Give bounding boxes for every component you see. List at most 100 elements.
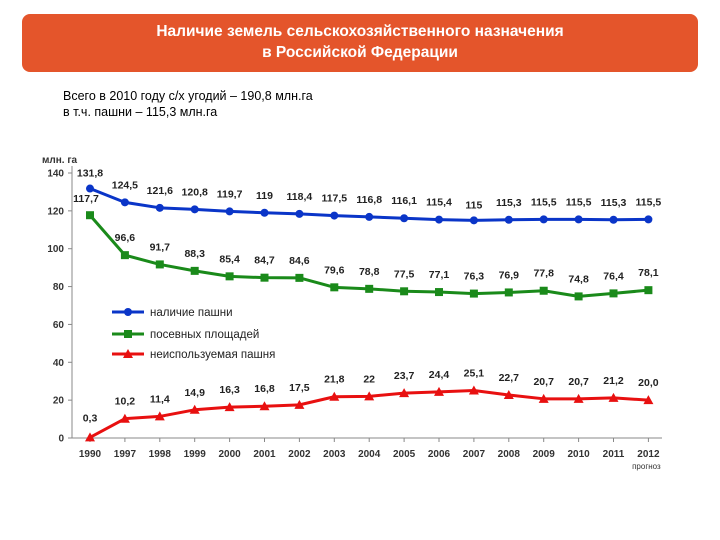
data-label: 25,1: [464, 367, 485, 379]
data-point: [225, 272, 234, 281]
data-label: 77,8: [533, 268, 554, 280]
data-label: 16,8: [254, 383, 275, 395]
data-label: 116,8: [356, 194, 382, 206]
data-label: 20,0: [638, 377, 659, 389]
title-line-1: Наличие земель сельскохозяйственного наз…: [156, 23, 564, 40]
data-label: 115,4: [426, 197, 452, 209]
summary-line-2: в т.ч. пашни – 115,3 млн.га: [63, 105, 218, 119]
data-label: 21,8: [324, 374, 345, 386]
data-label: 131,8: [77, 168, 103, 180]
data-label: 118,4: [287, 191, 313, 203]
legend-label: посевных площадей: [150, 329, 259, 341]
data-label: 85,4: [219, 253, 240, 265]
x-tick-label: 1997: [114, 449, 137, 460]
data-label: 116,1: [391, 195, 417, 207]
data-point: [259, 401, 270, 411]
data-point: [330, 283, 339, 292]
data-label: 11,4: [150, 393, 170, 405]
data-label: 77,1: [429, 269, 450, 281]
y-tick-label: 100: [47, 244, 64, 255]
x-tick-label: 1999: [184, 449, 207, 460]
series-line-1: [88, 214, 649, 298]
y-tick-label: 140: [47, 169, 64, 180]
data-point: [539, 215, 548, 224]
x-tick-label: 2008: [498, 449, 521, 460]
data-label: 78,8: [359, 266, 380, 278]
y-tick-label: 60: [53, 320, 65, 331]
data-label: 22: [363, 373, 375, 385]
data-point: [365, 284, 374, 293]
summary-text: Всего в 2010 году с/х угодий – 190,8 млн…: [63, 88, 313, 120]
legend-marker: [123, 349, 133, 358]
data-label: 74,8: [568, 273, 589, 285]
data-label: 124,5: [112, 179, 138, 191]
data-point: [434, 386, 444, 396]
data-label: 119,7: [217, 188, 243, 200]
data-label: 76,4: [603, 270, 624, 282]
data-label: 76,9: [499, 269, 520, 281]
data-point: [120, 251, 129, 260]
data-point: [399, 388, 410, 398]
data-point: [574, 215, 583, 224]
y-tick-label: 20: [53, 396, 65, 407]
data-label: 16,3: [219, 384, 240, 396]
summary-line-1: Всего в 2010 году с/х угодий – 190,8 млн…: [63, 89, 313, 103]
data-label: 119: [256, 190, 273, 202]
data-point: [504, 288, 513, 297]
data-label: 0,3: [83, 412, 98, 424]
x-tick-label: 1998: [149, 449, 172, 460]
data-point: [435, 215, 443, 224]
x-tick-label: 2010: [567, 449, 590, 460]
data-point: [435, 288, 443, 297]
data-point: [85, 432, 95, 442]
legend-label: неиспользуемая пашня: [150, 349, 275, 361]
data-label: 115,5: [566, 196, 592, 208]
data-label: 10,2: [115, 396, 136, 408]
data-point: [468, 385, 479, 395]
data-point: [329, 391, 340, 401]
data-label: 22,7: [499, 372, 520, 384]
data-label: 23,7: [394, 370, 415, 382]
y-axis-unit-label: млн. га: [42, 155, 78, 166]
x-tick-label: 2007: [463, 449, 486, 460]
data-point: [295, 273, 304, 282]
data-point: [260, 208, 269, 217]
y-tick-label: 80: [53, 282, 65, 293]
data-label: 117,5: [321, 193, 347, 205]
data-label: 78,1: [638, 267, 659, 279]
data-point: [609, 289, 618, 298]
data-point: [504, 215, 513, 224]
x-tick-label: 2002: [288, 449, 311, 460]
data-label: 115: [465, 199, 482, 211]
data-point: [644, 215, 653, 224]
x-tick-label: 2011: [603, 449, 625, 460]
data-label: 17,5: [289, 382, 310, 394]
data-point: [154, 411, 165, 421]
data-point: [295, 209, 304, 218]
data-label: 84,7: [254, 255, 275, 267]
data-point: [538, 393, 549, 403]
data-label: 115,3: [496, 197, 522, 209]
data-point: [119, 413, 130, 423]
forecast-note: прогноз: [632, 462, 661, 471]
data-point: [469, 289, 478, 298]
data-point: [364, 391, 375, 401]
data-label: 115,5: [636, 196, 662, 208]
data-point: [644, 286, 653, 295]
data-label: 117,7: [73, 193, 99, 205]
data-point: [609, 215, 618, 224]
x-tick-label: 2004: [358, 449, 381, 460]
data-point: [503, 390, 514, 400]
data-label: 14,9: [184, 387, 205, 399]
data-point: [190, 205, 199, 214]
data-label: 24,4: [429, 369, 450, 381]
x-tick-label: 2003: [323, 449, 346, 460]
data-label: 121,6: [147, 185, 173, 197]
title-banner: Наличие земель сельскохозяйственного наз…: [22, 14, 698, 72]
data-label: 21,2: [603, 375, 624, 387]
data-point: [225, 207, 234, 216]
data-point: [365, 212, 374, 221]
y-tick-label: 120: [47, 206, 64, 217]
x-tick-label: 2012: [637, 449, 660, 460]
